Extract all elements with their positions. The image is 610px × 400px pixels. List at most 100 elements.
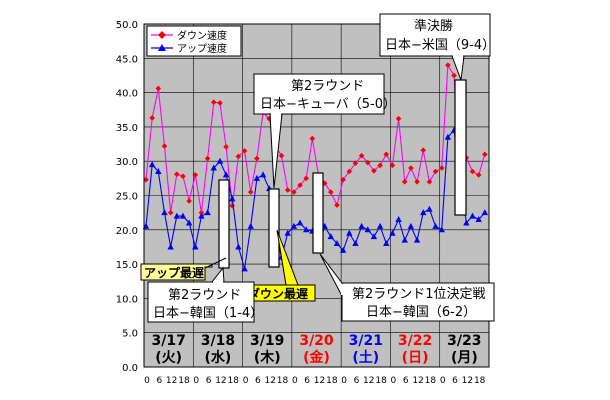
data-point [346,229,353,236]
y-tick-label: 0.0 [122,363,138,374]
callout-cuba: 第2ラウンド 日本−キューバ（5-0） [253,73,396,189]
data-point [333,240,341,247]
data-point [284,187,291,193]
y-tick-label: 15.0 [116,260,138,271]
data-point [401,178,408,185]
x-tick-label: 12 [166,376,177,386]
data-point [235,243,242,250]
day-band: 3/17(火)3/18(水)3/19(木)3/20(金)3/21(土)3/22(… [151,333,481,366]
data-point [334,202,340,208]
data-point [302,226,310,233]
data-point [241,148,248,154]
day-weekday-label: (火) [155,350,182,366]
data-point [395,216,402,223]
x-tick-label: 0 [341,376,347,386]
legend: ダウン速度 アップ速度 [146,25,242,57]
data-point [413,236,421,243]
day-date-label: 3/19 [250,333,284,349]
data-point [192,172,199,178]
x-tick-label: 6 [206,376,212,386]
data-point [339,246,347,253]
data-point [167,243,174,250]
x-tick-label: 0 [292,376,298,386]
x-tick-label: 0 [440,376,446,386]
data-point [198,212,205,219]
data-point [327,233,335,240]
data-point [463,219,470,226]
data-point [346,168,353,175]
data-point [376,222,384,229]
series-down [143,62,488,216]
x-tick-label: 12 [314,376,325,386]
data-point [179,212,187,219]
y-tick-label: 50.0 [116,20,138,31]
x-tick-label: 6 [156,376,162,386]
data-point [303,175,309,182]
label-korea-2-line2: 日本−韓国（6-2） [366,305,476,320]
event-box-korea-1 [218,179,230,269]
label-korea-1-line1: 第2ラウンド [168,288,241,303]
data-point [241,265,248,272]
data-point [389,229,396,236]
data-point [371,168,377,174]
data-point [445,62,451,68]
day-date-label: 3/20 [299,333,334,349]
x-tick-label: 0 [391,376,397,386]
callout-korea-1: 第2ラウンド 日本−韓国（1-4） [147,266,263,323]
x-tick-label: 12 [412,376,423,386]
day-date-label: 3/18 [201,333,235,349]
data-point [296,219,304,226]
day-date-label: 3/21 [349,333,383,349]
x-tick-label: 6 [403,376,409,386]
data-point [148,161,156,168]
data-point [481,209,489,216]
data-point [284,229,291,236]
data-point [420,147,427,154]
x-tick-label: 6 [304,376,310,386]
data-point [352,160,359,167]
callout-usa: 準決勝 日本−米国（9-4） [379,13,495,81]
data-point [475,216,482,223]
data-point [254,155,260,162]
data-point [155,167,162,174]
day-weekday-label: (金) [303,349,330,366]
data-point [259,171,267,178]
event-box-korea-2 [312,172,324,254]
x-tick-label: 18 [326,376,338,386]
label-usa-line2: 日本−米国（9-4） [385,38,495,53]
data-point [432,222,439,229]
x-tick-label: 0 [193,376,199,386]
data-point [253,174,261,181]
data-point [444,133,452,140]
data-point [482,151,488,158]
data-point [358,152,365,159]
data-point [216,157,224,164]
label-usa-line1: 準決勝 [414,18,453,34]
data-point [204,155,211,162]
data-point [414,178,420,185]
data-point [235,153,242,160]
label-down-min: ダウン最遅 [248,286,308,301]
data-point [204,209,211,216]
y-tick-label: 30.0 [116,157,138,168]
data-point [247,222,254,229]
data-point [451,72,457,79]
day-date-label: 3/17 [151,333,185,349]
x-tick-label: 6 [452,376,458,386]
y-axis: 0.0 5.0 10.0 15.0 20.0 25.0 30.0 35.0 40.0 45.0 50… [116,20,138,374]
day-weekday-label: (木) [254,349,281,366]
data-point [185,219,193,226]
data-point [426,205,433,212]
callout-up-min: アップ最遅 [140,257,227,281]
legend-marker-up [158,44,166,51]
y-tick-label: 20.0 [116,226,138,237]
data-point [432,168,439,175]
callout-korea-2: 第2ラウンド1位決定戦 日本−韓国（6-2） [319,253,495,322]
x-tick-label: 6 [354,376,360,386]
data-point [210,164,217,171]
data-point [377,162,383,169]
data-point [278,152,285,159]
label-korea-1-line2: 日本−韓国（1-4） [153,306,263,321]
day-weekday-label: (水) [205,349,232,366]
